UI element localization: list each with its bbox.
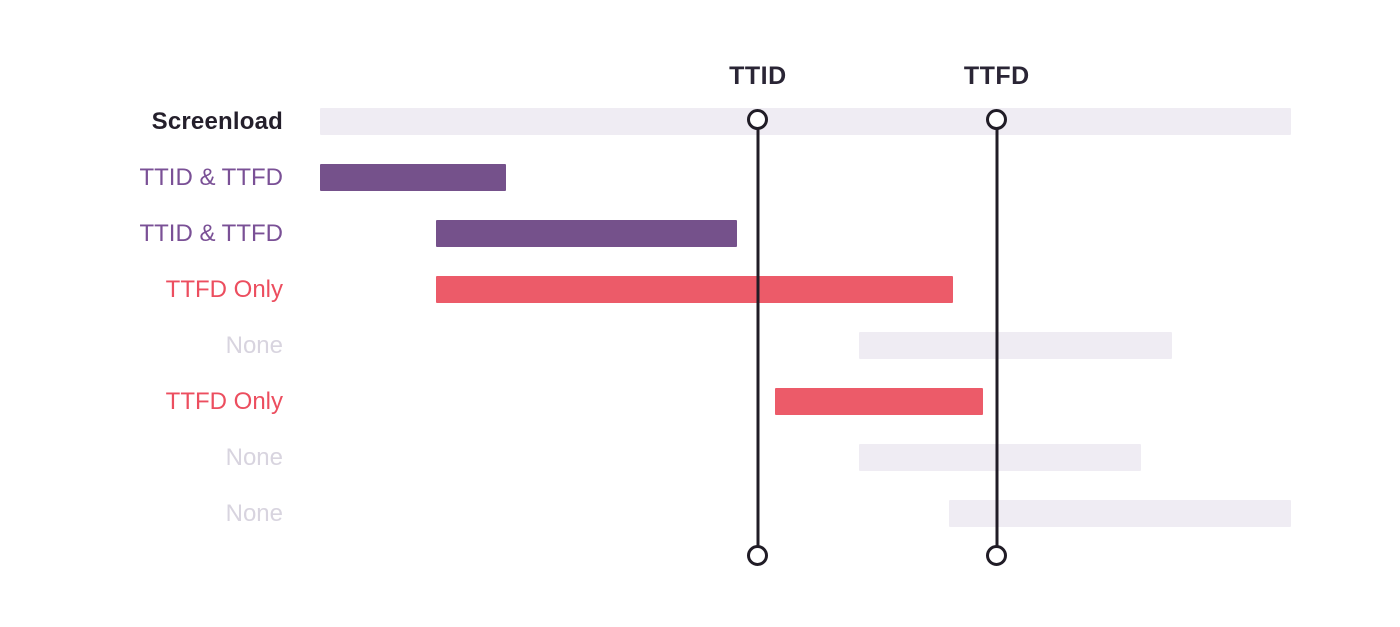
span-bar-none	[858, 444, 1142, 471]
marker-label-ttid: TTID	[729, 62, 787, 90]
marker-label-ttfd: TTFD	[963, 62, 1030, 90]
row-label-ttfd-only: TTFD Only	[165, 388, 283, 415]
span-bar-none	[858, 332, 1172, 359]
ttid-endpoint-circle-top	[746, 109, 768, 130]
ttid-marker-line	[756, 120, 760, 556]
span-bar-ttid-ttfd	[435, 220, 737, 247]
span-bar-ttfd-only	[775, 388, 984, 415]
span-bar-ttid-ttfd	[320, 164, 507, 191]
row-label-ttid-ttfd: TTID & TTFD	[139, 164, 283, 191]
ttfd-endpoint-circle-bottom	[985, 545, 1007, 566]
span-bar-none	[949, 500, 1291, 527]
row-label-none: None	[225, 500, 283, 527]
row-label-screenload: Screenload	[151, 108, 283, 135]
ttfd-marker-line	[995, 120, 999, 556]
span-bar-ttfd-only	[435, 276, 954, 303]
row-label-ttfd-only: TTFD Only	[165, 276, 283, 303]
span-bar-screenload	[320, 108, 1291, 135]
row-label-ttid-ttfd: TTID & TTFD	[139, 220, 283, 247]
ttfd-endpoint-circle-top	[985, 109, 1007, 130]
row-label-none: None	[225, 332, 283, 359]
ttid-endpoint-circle-bottom	[746, 545, 768, 566]
row-label-none: None	[225, 444, 283, 471]
